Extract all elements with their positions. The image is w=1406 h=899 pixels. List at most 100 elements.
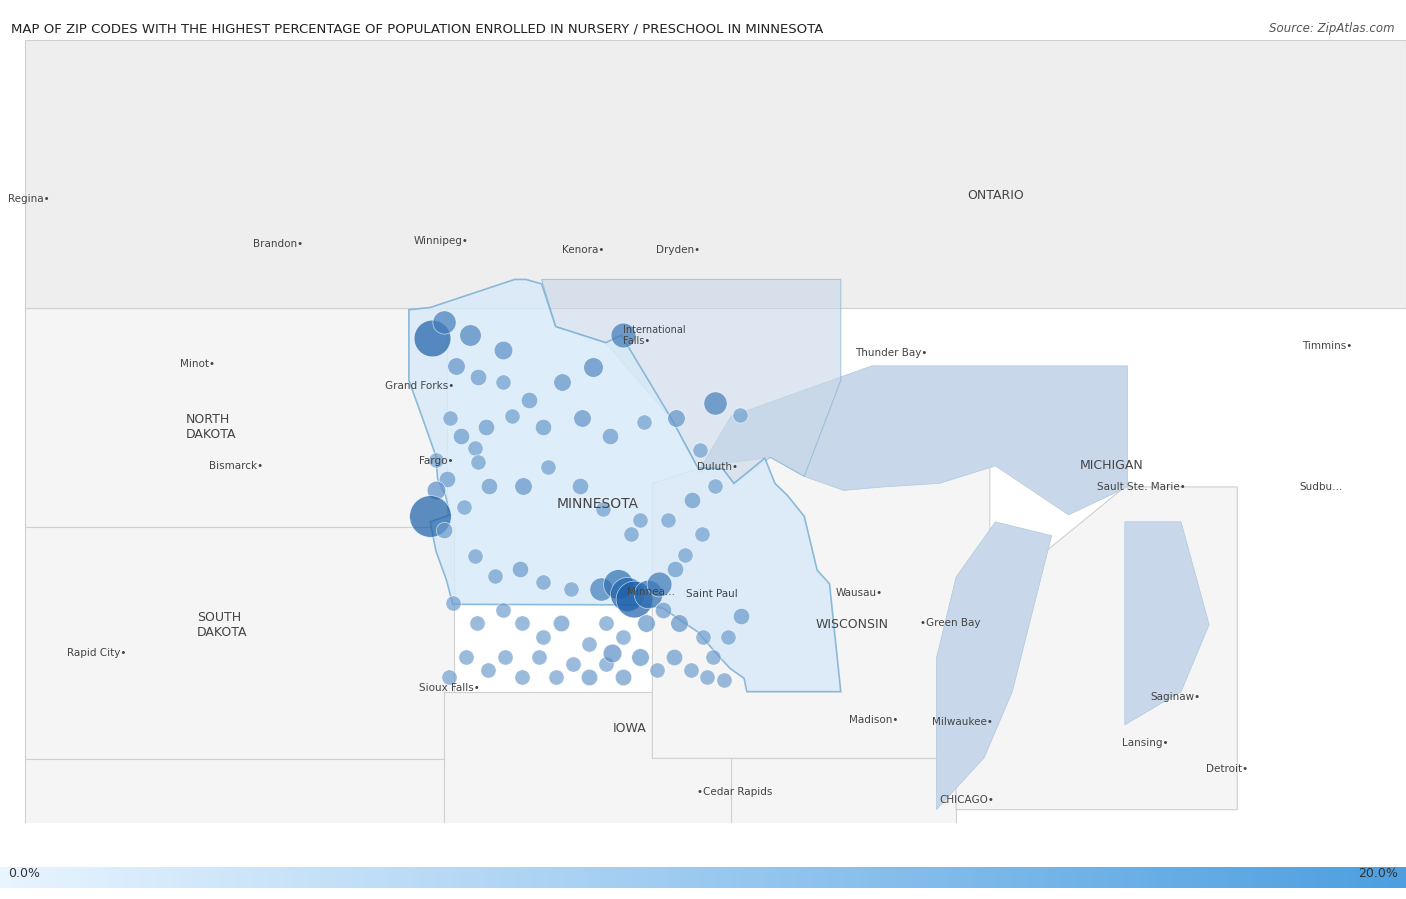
Point: [561, 656, 583, 671]
Point: [425, 453, 447, 467]
Point: [467, 455, 489, 469]
Point: [637, 587, 659, 601]
Point: [501, 409, 523, 423]
Text: 0.0%: 0.0%: [8, 868, 41, 880]
Polygon shape: [541, 280, 841, 484]
Text: Duluth•: Duluth•: [697, 462, 738, 472]
Point: [453, 499, 475, 513]
Point: [633, 414, 655, 429]
Point: [645, 663, 668, 678]
Point: [494, 650, 516, 664]
Text: Kenora•: Kenora•: [562, 245, 605, 255]
Point: [681, 493, 703, 507]
Point: [664, 562, 686, 576]
Text: ONTARIO: ONTARIO: [967, 189, 1024, 202]
Point: [531, 575, 554, 590]
Point: [492, 602, 515, 617]
Point: [450, 429, 472, 443]
Point: [560, 582, 582, 596]
Text: Source: ZipAtlas.com: Source: ZipAtlas.com: [1270, 22, 1395, 35]
Point: [651, 602, 673, 617]
Text: Saint Paul: Saint Paul: [686, 589, 738, 599]
Point: [616, 587, 638, 601]
Point: [527, 650, 550, 664]
Point: [690, 527, 713, 541]
Point: [717, 629, 740, 644]
Polygon shape: [1125, 521, 1209, 725]
Point: [419, 509, 441, 523]
Point: [612, 670, 634, 684]
Text: Thunder Bay•: Thunder Bay•: [855, 348, 927, 358]
Point: [454, 650, 477, 664]
Polygon shape: [25, 527, 454, 759]
Text: Sault Ste. Marie•: Sault Ste. Marie•: [1097, 482, 1185, 492]
Point: [544, 670, 567, 684]
Text: 20.0%: 20.0%: [1358, 868, 1398, 880]
Point: [492, 375, 515, 389]
Text: Brandon•: Brandon•: [253, 239, 304, 249]
Text: Fargo•: Fargo•: [419, 456, 454, 466]
Point: [475, 420, 498, 434]
Point: [606, 576, 628, 591]
Point: [477, 663, 499, 678]
Point: [510, 670, 533, 684]
Point: [467, 369, 489, 384]
Point: [517, 393, 540, 407]
Polygon shape: [25, 759, 517, 899]
Point: [728, 407, 751, 422]
Polygon shape: [731, 758, 956, 899]
Text: Sioux Falls•: Sioux Falls•: [419, 683, 479, 693]
Polygon shape: [409, 280, 841, 691]
Text: Madison•: Madison•: [849, 716, 898, 725]
Point: [550, 616, 572, 630]
Point: [436, 471, 458, 485]
Point: [458, 328, 481, 343]
Text: Minot•: Minot•: [180, 359, 215, 369]
Text: CHICAGO•: CHICAGO•: [939, 795, 994, 805]
Text: Milwaukee•: Milwaukee•: [932, 717, 993, 727]
Polygon shape: [652, 431, 990, 759]
Text: Regina•: Regina•: [8, 194, 51, 204]
Point: [439, 411, 461, 425]
Point: [668, 616, 690, 630]
Polygon shape: [956, 487, 1237, 810]
Text: Winnipeg•: Winnipeg•: [413, 236, 468, 245]
Point: [465, 616, 488, 630]
Point: [628, 650, 651, 664]
Point: [595, 656, 617, 671]
Polygon shape: [25, 40, 1406, 307]
Text: NORTH
DAKOTA: NORTH DAKOTA: [186, 413, 236, 441]
Point: [600, 645, 623, 660]
Point: [679, 663, 702, 678]
Point: [433, 315, 456, 329]
Point: [444, 359, 467, 373]
Point: [634, 616, 657, 630]
Point: [492, 343, 515, 357]
Point: [510, 616, 533, 630]
Point: [689, 443, 711, 458]
Point: [620, 527, 643, 541]
Point: [464, 441, 486, 456]
Point: [713, 672, 735, 687]
Point: [623, 592, 645, 606]
Text: •Green Bay: •Green Bay: [920, 619, 980, 628]
Point: [612, 328, 634, 343]
Point: [551, 375, 574, 389]
Point: [531, 629, 554, 644]
Point: [648, 576, 671, 591]
Text: Timmins•: Timmins•: [1302, 341, 1353, 351]
Point: [425, 484, 447, 498]
Point: [665, 411, 688, 425]
Text: SOUTH
DAKOTA: SOUTH DAKOTA: [197, 610, 247, 638]
Point: [509, 562, 531, 576]
Point: [441, 596, 464, 610]
Point: [692, 629, 714, 644]
Text: MINNESOTA: MINNESOTA: [557, 497, 638, 512]
Polygon shape: [697, 366, 1128, 515]
Text: •Cedar Rapids: •Cedar Rapids: [697, 787, 773, 797]
Text: Saginaw•: Saginaw•: [1150, 692, 1201, 702]
Point: [612, 629, 634, 644]
Text: Bismarck•: Bismarck•: [209, 461, 263, 471]
Text: Wausau•: Wausau•: [835, 588, 883, 599]
Polygon shape: [25, 307, 447, 527]
